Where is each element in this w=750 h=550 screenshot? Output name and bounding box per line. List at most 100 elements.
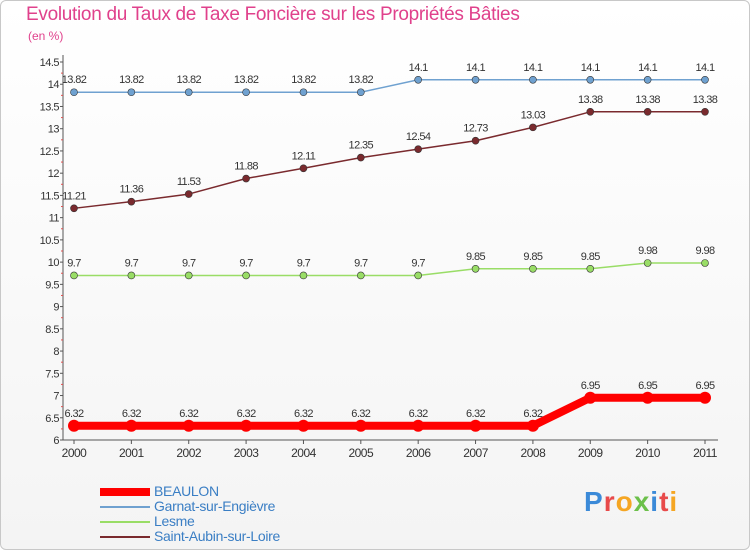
- data-label: 14.1: [466, 62, 485, 74]
- legend-item: BEAULON: [100, 484, 280, 499]
- x-tick-label: 2000: [62, 446, 88, 460]
- data-point: [354, 419, 367, 432]
- logo-letter: P: [584, 486, 604, 517]
- data-point: [70, 204, 78, 213]
- data-label: 9.7: [239, 257, 253, 269]
- data-point: [127, 197, 136, 206]
- data-label: 14.1: [409, 62, 428, 74]
- data-label: 13.82: [291, 74, 316, 86]
- data-point: [127, 88, 136, 97]
- x-tick-label: 2008: [521, 446, 547, 460]
- data-point: [299, 164, 308, 173]
- data-label: 14.1: [695, 62, 714, 74]
- data-point: [184, 88, 193, 97]
- data-point: [184, 190, 193, 198]
- legend-swatch: [100, 505, 150, 508]
- data-label: 9.7: [125, 257, 139, 269]
- y-tick-label: 14.5: [40, 57, 60, 69]
- data-point: [699, 391, 711, 404]
- data-point: [643, 259, 652, 267]
- data-point: [125, 419, 138, 432]
- y-tick-label: 11: [49, 213, 60, 225]
- chart-title: Evolution du Taux de Taxe Foncière sur l…: [26, 4, 520, 25]
- data-point: [357, 88, 365, 97]
- y-tick-label: 12: [48, 168, 60, 180]
- data-point: [412, 419, 425, 432]
- data-label: 9.7: [297, 257, 311, 269]
- data-point: [701, 75, 709, 84]
- data-label: 13.03: [521, 109, 546, 121]
- data-label: 12.54: [406, 131, 431, 143]
- data-label: 6.95: [638, 380, 657, 392]
- x-tick-label: 2011: [693, 446, 718, 460]
- data-label: 6.32: [466, 408, 485, 420]
- data-label: 13.38: [693, 94, 718, 106]
- legend-item: Saint-Aubin-sur-Loire: [100, 529, 280, 544]
- logo-letter: r: [603, 486, 616, 517]
- x-tick-label: 2001: [119, 446, 145, 460]
- data-label: 13.82: [176, 74, 201, 86]
- data-label: 13.82: [62, 74, 87, 86]
- data-point: [701, 259, 709, 267]
- data-point: [469, 419, 482, 432]
- data-label: 9.98: [695, 245, 714, 257]
- data-label: 6.32: [523, 408, 542, 420]
- data-label: 9.85: [581, 251, 600, 263]
- y-tick-label: 10: [48, 257, 60, 269]
- x-tick-label: 2004: [291, 446, 317, 460]
- data-label: 9.98: [638, 245, 657, 257]
- x-tick-label: 2007: [463, 446, 489, 460]
- data-point: [584, 391, 597, 404]
- legend-item: Garnat-sur-Engièvre: [100, 499, 280, 514]
- series-line: [73, 262, 706, 277]
- logo-letter: o: [615, 486, 634, 517]
- data-point: [526, 419, 539, 432]
- x-tick-label: 2005: [348, 446, 374, 460]
- data-point: [641, 391, 654, 404]
- series-line: [73, 79, 706, 93]
- legend-swatch: [100, 487, 150, 496]
- data-label: 12.73: [463, 123, 488, 135]
- data-point: [529, 123, 537, 132]
- data-label: 11.88: [234, 161, 258, 173]
- x-tick-label: 2009: [578, 446, 604, 460]
- series-garnat-sur-engi-vre: 13.82 13.82 13.82 13.82 13.82 13.82 14.1 14.1 14…: [62, 62, 716, 97]
- legend-label: Saint-Aubin-sur-Loire: [154, 528, 280, 544]
- data-point: [70, 271, 78, 280]
- y-tick-label: 13: [48, 124, 60, 136]
- legend-label: BEAULON: [154, 483, 219, 499]
- series-lesme: 9.7 9.7 9.7 9.7 9.7 9.7 9.7 9.85 9.85 9.85 9.98 9.9…: [67, 245, 716, 280]
- legend-swatch: [100, 535, 150, 538]
- data-label: 12.11: [292, 150, 316, 162]
- data-label: 9.7: [354, 257, 368, 269]
- data-point: [414, 75, 422, 84]
- data-label: 6.32: [351, 408, 370, 420]
- data-label: 6.32: [122, 408, 141, 420]
- data-point: [299, 271, 308, 280]
- y-tick-label: 9.5: [45, 279, 59, 291]
- data-point: [240, 419, 253, 432]
- data-point: [357, 271, 365, 280]
- logo-letter: i: [669, 486, 679, 517]
- x-tick-label: 2006: [406, 446, 432, 460]
- data-point: [643, 108, 652, 116]
- data-point: [68, 419, 80, 432]
- data-label: 13.82: [349, 74, 374, 86]
- chart-legend: BEAULON Garnat-sur-Engièvre Lesme Saint-Aub…: [100, 484, 280, 544]
- legend-label: Garnat-sur-Engièvre: [154, 498, 276, 514]
- data-label: 6.32: [409, 408, 428, 420]
- data-label: 6.95: [695, 380, 714, 392]
- y-tick-label: 12.5: [40, 146, 60, 158]
- logo-letter: i: [650, 486, 660, 517]
- data-label: 9.7: [67, 257, 81, 269]
- data-label: 14.1: [523, 62, 542, 74]
- data-point: [471, 264, 480, 273]
- y-tick-label: 8: [53, 346, 59, 358]
- x-tick-label: 2010: [635, 446, 661, 460]
- data-point: [529, 75, 537, 84]
- data-point: [643, 75, 652, 84]
- data-point: [182, 419, 195, 432]
- data-point: [242, 271, 250, 280]
- data-label: 9.7: [182, 257, 196, 269]
